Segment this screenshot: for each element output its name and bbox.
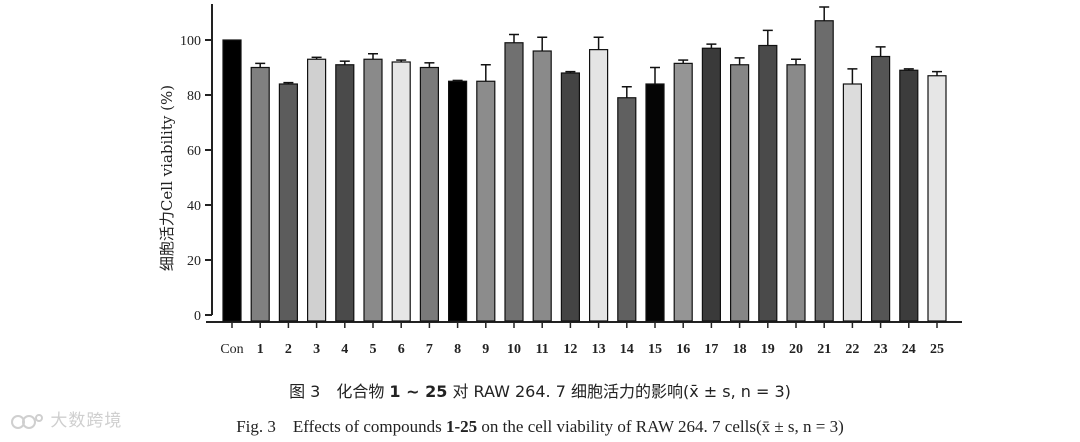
bar-11 xyxy=(532,50,552,322)
x-tick-label-3: 3 xyxy=(313,342,320,357)
bar-16 xyxy=(673,62,693,322)
y-tick-label: 20 xyxy=(187,254,201,269)
bar-2 xyxy=(278,83,298,322)
bar-14 xyxy=(617,97,637,322)
x-tick-label-13: 13 xyxy=(592,342,606,357)
caption-en-suffix: on the cell viability of RAW 264. 7 cell… xyxy=(477,417,844,436)
caption-zh-compounds: 1 ~ 25 xyxy=(389,382,448,401)
bar-4 xyxy=(335,64,355,322)
x-tick-label-23: 23 xyxy=(874,342,888,357)
caption-en-compounds: 1-25 xyxy=(446,417,478,436)
bar-13 xyxy=(588,49,609,322)
watermark: 大数跨境 xyxy=(10,406,122,432)
x-tick-label-16: 16 xyxy=(676,342,690,357)
x-tick-label-15: 15 xyxy=(648,342,662,357)
bar-chart: 0 20 40 60 80 100 细胞活力Cell viability (%) Con 1 2 3… xyxy=(158,4,962,357)
bar-23 xyxy=(870,55,891,322)
x-tick-label-Con: Con xyxy=(220,342,243,357)
x-tick-label-12: 12 xyxy=(563,342,577,357)
caption-chinese: 图 3 化合物 1 ~ 25 对 RAW 264. 7 细胞活力的影响(x̄ ±… xyxy=(0,378,1080,402)
bar-18 xyxy=(729,64,750,322)
bar-8 xyxy=(448,80,468,322)
bar-6 xyxy=(391,61,411,322)
caption-zh-prefix: 图 3 化合物 xyxy=(289,382,390,401)
x-tick-label-22: 22 xyxy=(845,342,859,357)
caption-english: Fig. 3 Effects of compounds 1-25 on the … xyxy=(0,412,1080,437)
caption-zh-suffix: 对 RAW 264. 7 细胞活力的影响(x̄ ± s, n = 3) xyxy=(447,382,791,401)
bar-12 xyxy=(560,72,581,322)
watermark-text: 大数跨境 xyxy=(50,411,123,431)
x-tick-label-5: 5 xyxy=(370,342,377,357)
x-tick-label-21: 21 xyxy=(817,342,831,357)
bar-7 xyxy=(419,66,439,322)
bar-10 xyxy=(504,42,524,322)
x-tick-label-8: 8 xyxy=(454,342,461,357)
x-tick-label-6: 6 xyxy=(398,342,405,357)
bar-Con xyxy=(222,39,242,322)
caption-en-prefix: Fig. 3 Effects of compounds xyxy=(236,417,446,436)
x-tick-label-19: 19 xyxy=(761,342,775,357)
bar-19 xyxy=(758,44,778,322)
bar-17 xyxy=(701,47,722,322)
x-tick-label-7: 7 xyxy=(426,342,433,357)
y-tick-label: 80 xyxy=(187,89,201,104)
x-tick-label-10: 10 xyxy=(507,342,521,357)
bar-20 xyxy=(786,64,806,322)
x-tick-label-24: 24 xyxy=(902,342,916,357)
x-tick-label-20: 20 xyxy=(789,342,803,357)
x-tick-label-9: 9 xyxy=(482,342,489,357)
x-tick-label-18: 18 xyxy=(733,342,747,357)
y-tick-label: 40 xyxy=(187,199,201,214)
x-tick-label-11: 11 xyxy=(536,342,549,357)
bar-24 xyxy=(899,69,919,322)
x-tick-label-2: 2 xyxy=(285,342,292,357)
watermark-logo-icon xyxy=(11,414,43,429)
y-tick-label: 60 xyxy=(187,144,201,159)
bar-9 xyxy=(476,80,496,322)
bar-25 xyxy=(927,75,947,322)
y-tick-label: 100 xyxy=(180,34,201,49)
bar-22 xyxy=(842,83,863,322)
x-tick-label-4: 4 xyxy=(341,342,348,357)
x-tick-label-25: 25 xyxy=(930,342,944,357)
bar-3 xyxy=(307,58,327,322)
bar-1 xyxy=(250,66,270,322)
bar-15 xyxy=(645,83,665,322)
bar-5 xyxy=(363,58,383,322)
x-tick-label-1: 1 xyxy=(257,342,264,357)
y-tick-label: 0 xyxy=(194,309,201,324)
bar-21 xyxy=(814,20,834,322)
x-tick-label-17: 17 xyxy=(704,342,718,357)
y-axis-label: 细胞活力Cell viability (%) xyxy=(158,85,176,271)
x-tick-label-14: 14 xyxy=(620,342,634,357)
